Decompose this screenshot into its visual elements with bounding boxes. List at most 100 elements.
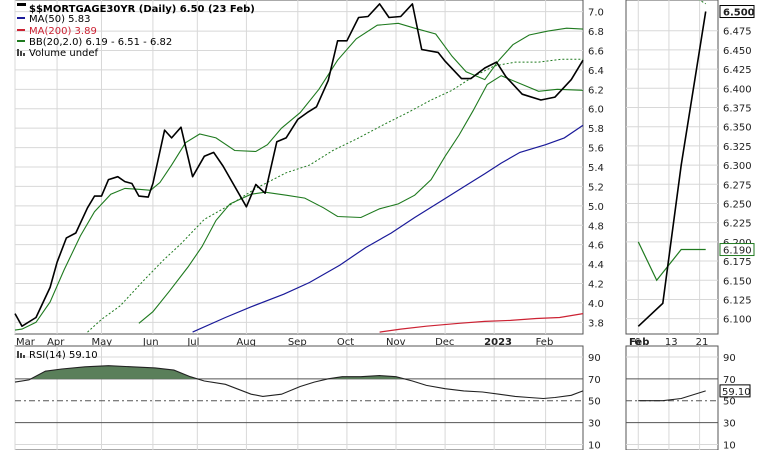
- zoom-price-line: [637, 11, 707, 327]
- y-tick-label: 6.4: [588, 66, 604, 77]
- zoom-price-series: [637, 11, 707, 327]
- zoom-bb-lower-line: [637, 241, 706, 282]
- ma50-line: [192, 124, 584, 333]
- y-tick-label: 3.8: [588, 318, 604, 329]
- y-tick-label: 6.6: [588, 46, 604, 57]
- zoom-rsi-line: [638, 390, 706, 402]
- last-bb-label: 6.190: [723, 246, 752, 257]
- y-tick-label: 5.0: [588, 202, 604, 213]
- x-tick-label: Sep: [288, 337, 307, 348]
- bollinger-bands: [14, 22, 584, 333]
- zoom-y-tick-label: 6.150: [723, 276, 752, 287]
- legend-ma50: MA(50) 5.83: [29, 14, 90, 25]
- legend-ma200: MA(200) 3.89: [29, 26, 97, 37]
- last-bb-box: [719, 243, 755, 257]
- x-tick-label: Oct: [337, 337, 354, 348]
- zoom-rsi-grid: [626, 346, 718, 450]
- rsi-y-tick-label: 70: [588, 375, 601, 386]
- zoom-rsi-y-tick-label: 70: [723, 375, 736, 386]
- x-tick-label: Aug: [236, 337, 256, 348]
- y-tick-label: 7.0: [588, 8, 604, 19]
- zoom-rsi-value-box: [719, 384, 751, 398]
- legend-volume: Volume undef: [29, 48, 99, 59]
- price-line: [14, 3, 584, 328]
- bb-lower-line: [138, 75, 584, 324]
- y-tick-label: 5.4: [588, 163, 604, 174]
- legend-main: $$MORTGAGE30YR (Daily) 6.50 (23 Feb): [29, 4, 255, 15]
- x-tick-label: May: [91, 337, 112, 348]
- zoom-rsi-y-tick-label: 50: [723, 397, 736, 408]
- zoom-y-tick-label: 6.300: [723, 161, 752, 172]
- zoom-x-tick-label: 13: [665, 337, 678, 348]
- bb-upper-line: [14, 22, 584, 331]
- y-tick-label: 4.8: [588, 221, 604, 232]
- zoom-y-tick-label: 6.100: [723, 315, 752, 326]
- y-tick-label: 5.2: [588, 182, 604, 193]
- x-tick-label: Dec: [435, 337, 454, 348]
- rsi-y-axis-ticks: 10 30 50 70 90: [588, 353, 601, 450]
- y-tick-label: 5.6: [588, 144, 604, 155]
- zoom-rsi-series: [638, 390, 706, 402]
- y-tick-label: 4.2: [588, 280, 604, 291]
- zoom-y-axis-ticks: 6.1006.1256.1506.1756.2006.2256.2506.275…: [723, 27, 752, 326]
- legend-bb: BB(20,2.0) 6.19 - 6.51 - 6.82: [29, 37, 172, 48]
- zoom-bb-upper-line: [698, 0, 706, 5]
- zoom-rsi-y-tick-label: 30: [723, 419, 736, 430]
- zoom-value-labels: 6.500 6.190: [719, 5, 755, 257]
- rsi-panel: 10 30 50 70 90: [14, 345, 601, 450]
- main-price-panel: 3.8 4.0 4.2 4.4 4.6 4.8 5.0 5.2 5.4 5.6 5.8 6.0 6.2 6…: [14, 0, 604, 335]
- y-tick-label: 6.0: [588, 105, 604, 116]
- legend-rsi: RSI(14) 59.10: [29, 350, 98, 361]
- zoom-y-tick-label: 6.400: [723, 84, 752, 95]
- rsi-legend: RSI(14) 59.10: [17, 350, 98, 361]
- chart-legend: $$MORTGAGE30YR (Daily) 6.50 (23 Feb) MA(…: [17, 3, 255, 59]
- zoom-rsi-y-tick-label: 90: [723, 353, 736, 364]
- bb-middle-line: [87, 58, 583, 333]
- x-axis-labels: Mar Apr May Jun Jul Aug Sep Oct Nov Dec 2023 Feb: [16, 337, 553, 348]
- zoom-x-tick-label: 6: [634, 337, 640, 348]
- zoom-rsi-y-tick-label: 10: [723, 441, 736, 450]
- x-tick-label: Jun: [142, 337, 159, 348]
- zoom-y-tick-label: 6.350: [723, 123, 752, 134]
- zoom-y-tick-label: 6.475: [723, 27, 752, 38]
- zoom-price-panel: 6.1006.1256.1506.1756.2006.2256.2506.275…: [625, 0, 755, 335]
- zoom-y-tick-label: 6.375: [723, 103, 752, 114]
- x-tick-label: Mar: [16, 337, 36, 348]
- y-tick-label: 4.6: [588, 241, 604, 252]
- volume-icon: [17, 49, 25, 56]
- zoom-y-tick-label: 6.250: [723, 199, 752, 210]
- x-tick-label: Nov: [386, 337, 406, 348]
- y-tick-label: 4.4: [588, 260, 604, 271]
- rsi-icon: [17, 351, 25, 358]
- x-tick-label: Apr: [47, 337, 65, 348]
- x-tick-label: 2023: [484, 337, 512, 348]
- zoom-y-tick-label: 6.225: [723, 219, 752, 230]
- last-price-label: 6.500: [723, 8, 755, 19]
- y-tick-label: 5.8: [588, 124, 604, 135]
- zoom-grid: [626, 0, 718, 334]
- rsi-series: [14, 365, 584, 400]
- y-tick-label: 6.2: [588, 85, 604, 96]
- y-tick-label: 4.0: [588, 299, 604, 310]
- zoom-rsi-y-axis-ticks: 10 30 50 70 90: [723, 353, 736, 450]
- x-tick-label: Feb: [536, 337, 554, 348]
- rsi-fill-area: [31, 365, 198, 379]
- zoom-rsi-value-label: 59.10: [719, 384, 751, 398]
- y-tick-label: 6.8: [588, 27, 604, 38]
- rsi-y-tick-label: 50: [588, 397, 601, 408]
- rsi-y-tick-label: 10: [588, 441, 601, 450]
- y-axis-ticks: 3.8 4.0 4.2 4.4 4.6 4.8 5.0 5.2 5.4 5.6 5.8 6.0 6.2 6…: [588, 8, 604, 330]
- zoom-rsi-panel: 10 30 50 70 90 59.10: [625, 345, 751, 450]
- rsi-y-tick-label: 90: [588, 353, 601, 364]
- zoom-y-tick-label: 6.325: [723, 142, 752, 153]
- zoom-y-tick-label: 6.175: [723, 257, 752, 268]
- zoom-rsi-value-label: 59.10: [722, 387, 751, 398]
- zoom-x-tick-label: 21: [696, 337, 709, 348]
- zoom-y-tick-label: 6.450: [723, 46, 752, 57]
- zoom-y-tick-label: 6.425: [723, 65, 752, 76]
- main-grid: [14, 0, 583, 334]
- zoom-x-tick-label: Feb: [629, 337, 649, 348]
- rsi-line: [14, 365, 584, 400]
